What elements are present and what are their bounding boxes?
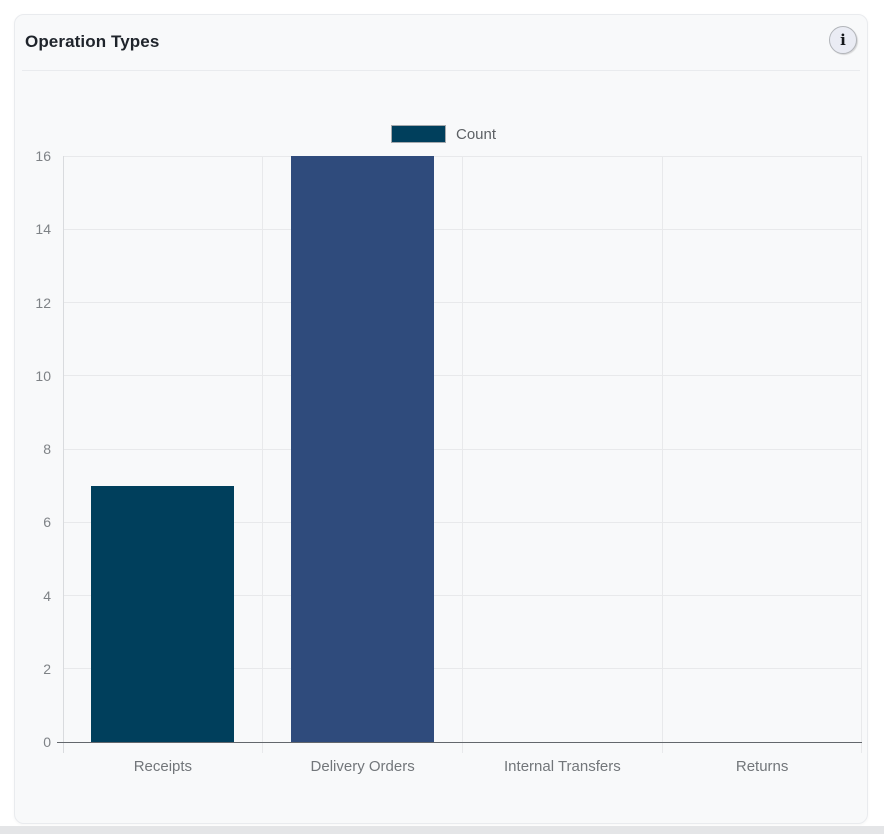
y-tick-label-10: 10 [35,367,51,384]
bar-delivery-orders[interactable] [291,156,435,742]
legend-swatch [391,125,446,143]
operation-types-card: Operation Types i Count 0 2 4 6 8 10 12 14 16 Re… [14,14,868,824]
x-label-returns: Returns [735,758,789,775]
x-label-internal-transfers: Internal Transfers [504,758,621,775]
category-separator-2 [462,156,463,753]
legend-label: Count [456,125,497,143]
y-tick-label-6: 6 [43,514,51,531]
y-tick-label-16: 16 [35,148,51,164]
info-button[interactable]: i [829,26,857,54]
x-label-receipts: Receipts [133,758,193,775]
plot-right-edge-line [861,156,862,753]
y-tick-label-8: 8 [43,441,51,457]
card-title: Operation Types [25,32,160,51]
category-separator-3 [661,156,663,753]
y-axis-line [63,156,64,753]
y-tick-label-12: 12 [35,294,51,311]
page-bottom-strip [0,826,884,834]
legend-item-count[interactable]: Count [391,125,496,143]
bar-receipts[interactable] [91,485,235,742]
header-divider [22,70,860,71]
bar-chart-plot [57,155,862,753]
y-tick-label-14: 14 [35,221,51,238]
y-tick-label-0: 0 [43,734,51,750]
x-axis-labels: Receipts Delivery Orders Internal Transfer… [63,758,862,778]
category-separator-1 [262,156,264,753]
x-axis-line [57,742,862,743]
y-tick-label-4: 4 [43,587,51,604]
info-icon: i [840,30,846,49]
y-axis-labels: 0 2 4 6 8 10 12 14 16 [15,148,51,750]
y-tick-label-2: 2 [43,660,51,677]
x-label-delivery-orders: Delivery Orders [310,758,415,775]
